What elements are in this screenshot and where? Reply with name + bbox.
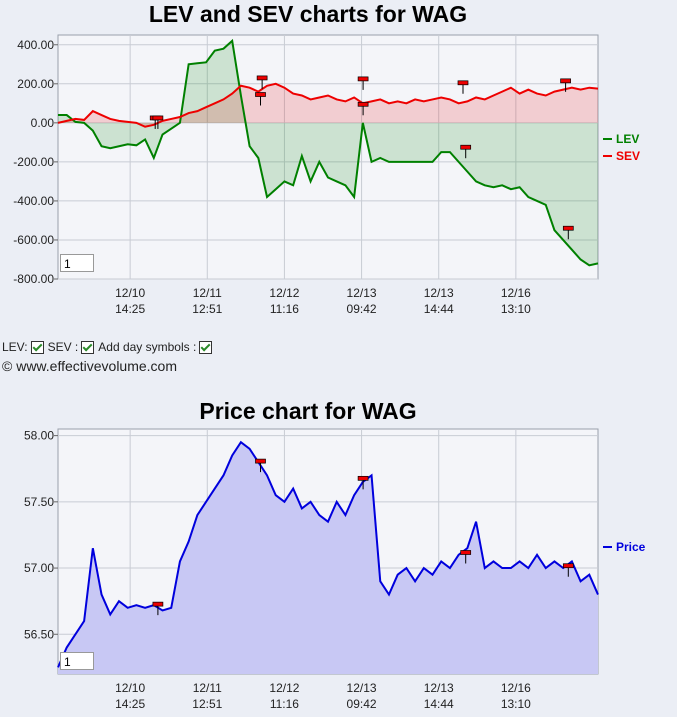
x-tick-date: 12/16 — [501, 681, 531, 695]
day-symbols-checkbox[interactable] — [199, 340, 213, 354]
day-marker — [255, 458, 266, 464]
series-area-price — [58, 442, 598, 674]
y-tick-label: 56.50 — [24, 627, 54, 641]
y-tick-label: -200.00 — [13, 155, 54, 169]
x-tick-date: 12/13 — [424, 286, 454, 300]
lev-zoom-input[interactable]: 1 — [60, 254, 94, 272]
x-tick-time: 14:25 — [115, 302, 145, 316]
lev-checkbox[interactable] — [30, 340, 44, 354]
day-marker — [562, 563, 574, 569]
x-tick-time: 11:16 — [270, 302, 299, 316]
series-line-sev — [57, 82, 599, 128]
y-tick-label: 200.00 — [17, 77, 54, 91]
x-tick-date: 12/12 — [269, 286, 299, 300]
y-tick-label: 57.00 — [24, 561, 54, 575]
x-tick-date: 12/10 — [115, 286, 145, 300]
sev-checkbox[interactable] — [81, 340, 95, 354]
day-marker — [457, 80, 469, 86]
copyright-text: © www.effectivevolume.com — [2, 358, 178, 374]
day-marker — [560, 78, 571, 84]
x-tick-time: 12:51 — [192, 697, 222, 711]
day-marker — [152, 115, 164, 121]
x-tick-time: 11:16 — [270, 697, 299, 711]
x-tick-time: 09:42 — [347, 697, 377, 711]
day-marker — [460, 144, 472, 150]
day-marker — [357, 101, 369, 107]
x-tick-time: 13:10 — [501, 697, 531, 711]
x-tick-date: 12/16 — [501, 286, 531, 300]
legend-label: Price — [616, 540, 646, 554]
chart-controls: LEV: SEV : Add day symbols : — [2, 340, 216, 354]
x-tick-time: 14:44 — [424, 697, 454, 711]
legend-label: LEV — [616, 132, 639, 146]
y-tick-label: 57.50 — [24, 495, 54, 509]
sev-label: SEV : — [47, 340, 79, 354]
y-tick-label: -600.00 — [13, 233, 54, 247]
y-tick-label: 0.00 — [31, 116, 55, 130]
day-marker — [357, 475, 369, 481]
x-tick-date: 12/13 — [424, 681, 454, 695]
x-tick-date: 12/12 — [269, 681, 299, 695]
x-tick-time: 13:10 — [501, 302, 531, 316]
day-marker — [152, 601, 164, 607]
x-tick-date: 12/13 — [347, 286, 377, 300]
legend-label: SEV — [616, 149, 640, 163]
series-line-price — [57, 440, 599, 668]
plot-area — [57, 34, 599, 280]
day-marker — [256, 75, 268, 81]
x-tick-time: 14:44 — [424, 302, 454, 316]
series-line-lev — [58, 38, 599, 267]
day-symbols-label: Add day symbols : — [98, 340, 197, 354]
x-tick-time: 14:25 — [115, 697, 145, 711]
y-tick-label: -800.00 — [13, 272, 54, 286]
price-chart: Price chart for WAG 58.00 57.50 57.00 56.50 1… — [24, 398, 646, 711]
chart-title: Price chart for WAG — [199, 398, 416, 424]
day-marker — [357, 76, 369, 82]
lev-sev-chart: LEV and SEV charts for WAG 400.00 200.00 0.… — [13, 1, 640, 316]
y-tick-label: -400.00 — [13, 194, 54, 208]
y-tick-label: 58.00 — [24, 429, 54, 443]
chart-title: LEV and SEV charts for WAG — [149, 1, 467, 27]
x-tick-date: 12/11 — [193, 681, 222, 695]
price-zoom-input[interactable]: 1 — [60, 652, 94, 670]
day-marker — [562, 225, 574, 231]
day-marker — [460, 550, 472, 555]
day-marker — [255, 92, 266, 97]
x-tick-date: 12/11 — [193, 286, 222, 300]
x-tick-time: 12:51 — [192, 302, 222, 316]
x-tick-date: 12/13 — [347, 681, 377, 695]
x-tick-time: 09:42 — [347, 302, 377, 316]
x-tick-date: 12/10 — [115, 681, 145, 695]
y-tick-label: 400.00 — [17, 38, 54, 52]
series-area-sev — [58, 83, 598, 127]
lev-label: LEV: — [2, 340, 28, 354]
series-area-lev — [58, 40, 598, 266]
